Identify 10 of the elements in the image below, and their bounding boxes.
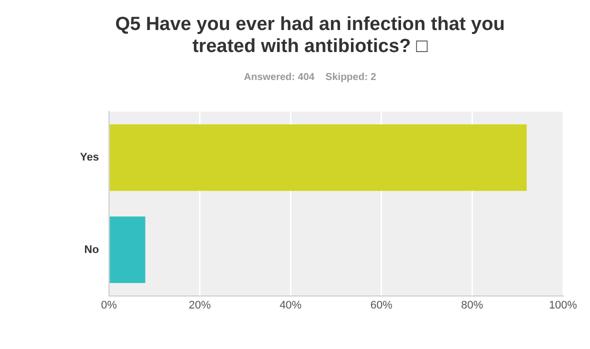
x-tick-label: 80%	[461, 299, 484, 312]
x-tick-label: 20%	[188, 299, 211, 312]
x-tick-label: 0%	[101, 299, 118, 312]
x-tick-label: 40%	[280, 299, 302, 312]
x-tick-label: 100%	[548, 299, 578, 312]
y-tick-label: No	[84, 244, 100, 256]
chart-subtitle: Answered: 404 Skipped: 2	[242, 72, 378, 83]
x-tick-label: 60%	[370, 299, 393, 312]
y-tick-label: Yes	[80, 152, 99, 164]
chart-title: Q5 Have you ever had an infection that you treated with antibiotics? □	[114, 14, 506, 58]
